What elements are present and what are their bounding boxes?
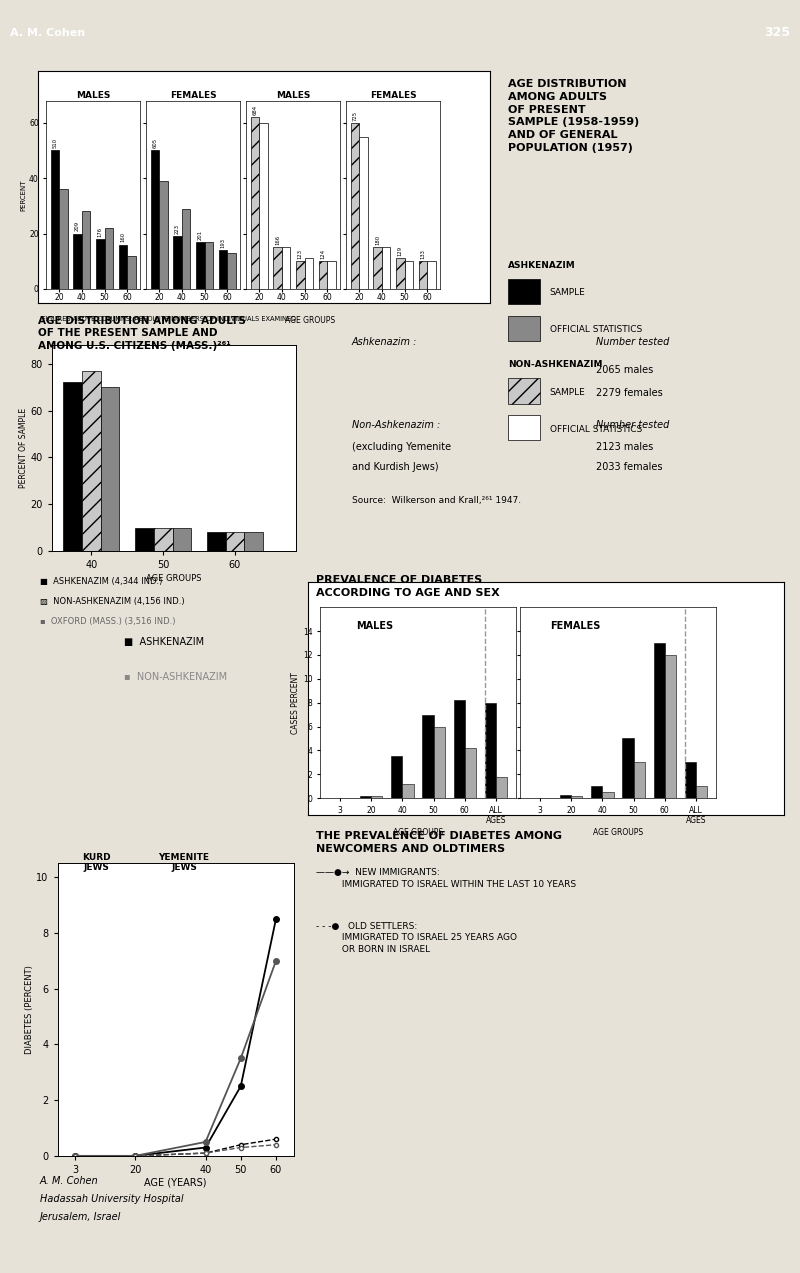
yem_old bbox=[201, 1146, 210, 1161]
Bar bbox=[244, 532, 263, 551]
Bar bbox=[101, 387, 119, 551]
kurd_new bbox=[201, 1139, 210, 1155]
Bar bbox=[402, 784, 414, 798]
Title: FEMALES: FEMALES bbox=[370, 90, 417, 99]
Text: AGE DISTRIBUTION
AMONG ADULTS
OF PRESENT
SAMPLE (1958-1959)
AND OF GENERAL
POPUL: AGE DISTRIBUTION AMONG ADULTS OF PRESENT… bbox=[508, 79, 639, 153]
Bar bbox=[205, 242, 213, 289]
Text: 160: 160 bbox=[120, 232, 126, 242]
Line: yem_old: yem_old bbox=[73, 1143, 278, 1158]
Title: FEMALES: FEMALES bbox=[170, 90, 217, 99]
Text: ▪  OXFORD (MASS.) (3,516 IND.): ▪ OXFORD (MASS.) (3,516 IND.) bbox=[40, 617, 175, 626]
Text: Source:  Wilkerson and Krall,²⁶¹ 1947.: Source: Wilkerson and Krall,²⁶¹ 1947. bbox=[352, 496, 521, 505]
Text: A. M. Cohen: A. M. Cohen bbox=[10, 28, 85, 38]
Bar bbox=[571, 796, 582, 798]
Title: MALES: MALES bbox=[76, 90, 110, 99]
Text: Number tested: Number tested bbox=[596, 337, 670, 348]
yem_new bbox=[271, 953, 281, 969]
Text: 2279 females: 2279 females bbox=[596, 388, 662, 398]
Bar bbox=[374, 247, 382, 289]
kurd_new bbox=[271, 911, 281, 927]
Bar bbox=[96, 239, 105, 289]
Bar bbox=[696, 787, 707, 798]
Bar bbox=[296, 261, 305, 289]
Bar bbox=[405, 261, 413, 289]
Bar bbox=[665, 654, 676, 798]
Bar bbox=[396, 258, 405, 289]
Text: 2033 females: 2033 females bbox=[596, 462, 662, 472]
Text: Ashkenazim :: Ashkenazim : bbox=[352, 337, 418, 348]
Bar bbox=[196, 242, 205, 289]
Bar bbox=[82, 370, 101, 551]
Text: MALES: MALES bbox=[356, 620, 394, 630]
Text: Hadassah University Hospital: Hadassah University Hospital bbox=[40, 1194, 184, 1204]
Text: SAMPLE: SAMPLE bbox=[550, 288, 586, 298]
kurd_old bbox=[271, 1132, 281, 1147]
Text: Non-Ashkenazim :: Non-Ashkenazim : bbox=[352, 420, 440, 430]
Text: 684: 684 bbox=[253, 104, 258, 115]
Bar bbox=[227, 253, 236, 289]
Bar bbox=[634, 763, 645, 798]
Bar bbox=[622, 738, 634, 798]
Text: 201: 201 bbox=[198, 229, 202, 239]
Bar bbox=[50, 150, 59, 289]
Text: 223: 223 bbox=[175, 224, 180, 234]
kurd_old bbox=[130, 1148, 140, 1164]
X-axis label: AGE GROUPS: AGE GROUPS bbox=[593, 827, 643, 836]
Text: ▨  NON-ASHKENAZIM (4,156 IND.): ▨ NON-ASHKENAZIM (4,156 IND.) bbox=[40, 597, 185, 606]
Bar bbox=[391, 756, 402, 798]
Text: ■  ASHKENAZIM: ■ ASHKENAZIM bbox=[124, 636, 204, 647]
yem_new bbox=[130, 1148, 140, 1164]
Text: (excluding Yemenite: (excluding Yemenite bbox=[352, 442, 451, 452]
Text: AGE DISTRIBUTION AMONG ADULTS
OF THE PRESENT SAMPLE AND
AMONG U.S. CITIZENS (MAS: AGE DISTRIBUTION AMONG ADULTS OF THE PRE… bbox=[38, 316, 246, 350]
Bar bbox=[59, 190, 68, 289]
Text: FIGURES ABOVE COLUMNS: ABSOLUTE NUMBERS OF INDIVIDUALS EXAMINED: FIGURES ABOVE COLUMNS: ABSOLUTE NUMBERS … bbox=[42, 316, 296, 322]
Bar bbox=[274, 247, 282, 289]
Bar bbox=[602, 792, 614, 798]
Text: 123: 123 bbox=[298, 250, 302, 258]
Line: kurd_new: kurd_new bbox=[73, 917, 278, 1158]
Bar bbox=[282, 247, 290, 289]
Bar bbox=[360, 796, 371, 798]
kurd_new bbox=[236, 1078, 246, 1094]
Text: ■  ASHKENAZIM (4,344 IND.): ■ ASHKENAZIM (4,344 IND.) bbox=[40, 577, 162, 586]
yem_new bbox=[70, 1148, 80, 1164]
Bar bbox=[154, 528, 173, 551]
Text: OFFICIAL STATISTICS: OFFICIAL STATISTICS bbox=[550, 424, 642, 434]
kurd_new bbox=[130, 1148, 140, 1164]
Bar bbox=[135, 528, 154, 551]
Text: 510: 510 bbox=[53, 137, 58, 148]
Text: THE PREVALENCE OF DIABETES AMONG
NEWCOMERS AND OLDTIMERS: THE PREVALENCE OF DIABETES AMONG NEWCOME… bbox=[316, 831, 562, 854]
yem_old bbox=[236, 1139, 246, 1155]
Text: and Kurdish Jews): and Kurdish Jews) bbox=[352, 462, 438, 472]
Text: ASHKENAZIM: ASHKENAZIM bbox=[508, 261, 576, 270]
Bar bbox=[226, 532, 244, 551]
Text: OFFICIAL STATISTICS: OFFICIAL STATISTICS bbox=[550, 325, 642, 335]
Text: 209: 209 bbox=[75, 222, 80, 232]
Y-axis label: PERCENT OF SAMPLE: PERCENT OF SAMPLE bbox=[19, 409, 28, 488]
Bar bbox=[496, 777, 507, 798]
Text: ——●→  NEW IMMIGRANTS:
         IMMIGRATED TO ISRAEL WITHIN THE LAST 10 YEARS: ——●→ NEW IMMIGRANTS: IMMIGRATED TO ISRAE… bbox=[316, 868, 576, 889]
Bar bbox=[150, 150, 159, 289]
Title: MALES: MALES bbox=[276, 90, 310, 99]
Bar bbox=[427, 261, 436, 289]
Bar bbox=[454, 700, 465, 798]
Bar bbox=[327, 261, 336, 289]
Text: 166: 166 bbox=[275, 236, 280, 246]
Line: kurd_old: kurd_old bbox=[73, 1137, 278, 1158]
Bar bbox=[173, 528, 191, 551]
Bar bbox=[82, 211, 90, 289]
Bar bbox=[127, 256, 136, 289]
Bar bbox=[159, 181, 168, 289]
X-axis label: AGE GROUPS: AGE GROUPS bbox=[393, 827, 443, 836]
Bar bbox=[560, 794, 571, 798]
Text: 176: 176 bbox=[98, 227, 102, 237]
Bar bbox=[259, 122, 268, 289]
X-axis label: AGE (YEARS): AGE (YEARS) bbox=[144, 1178, 207, 1188]
Bar bbox=[182, 209, 190, 289]
Bar bbox=[382, 247, 390, 289]
Text: 129: 129 bbox=[398, 246, 402, 256]
Text: 605: 605 bbox=[153, 137, 158, 148]
Text: SAMPLE: SAMPLE bbox=[550, 387, 586, 397]
Bar bbox=[218, 251, 227, 289]
Text: AGE GROUPS: AGE GROUPS bbox=[285, 316, 334, 325]
